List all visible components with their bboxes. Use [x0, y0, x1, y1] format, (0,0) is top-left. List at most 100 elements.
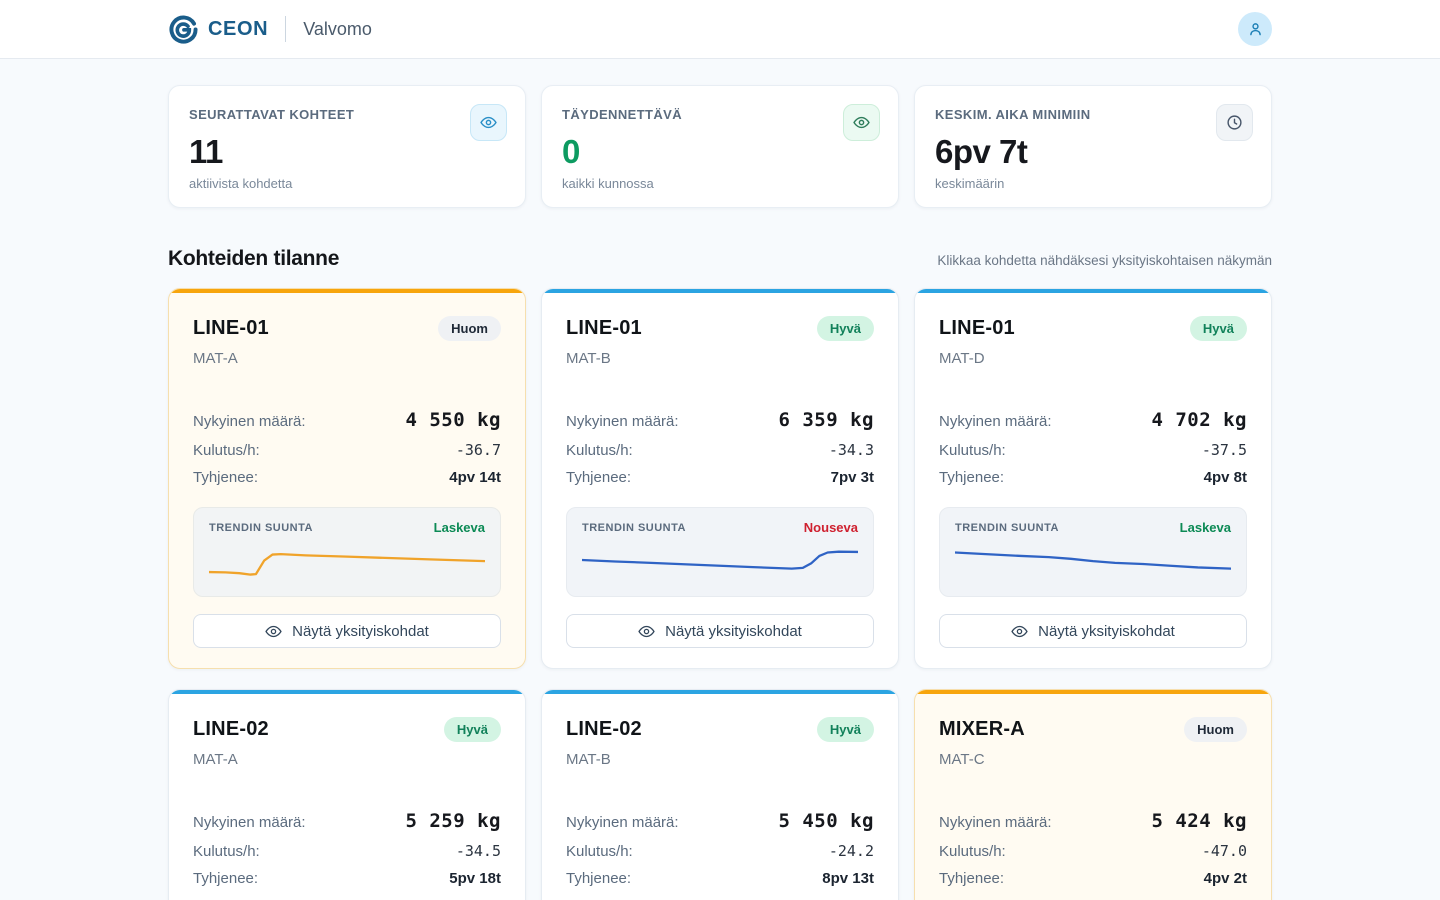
empties-value: 4pv 8t — [1203, 469, 1247, 486]
clock-icon-button[interactable] — [1216, 104, 1253, 141]
row-label: Kulutus/h: — [193, 442, 260, 459]
summary-card-keskim-aika: KESKIM. AIKA MINIMIIN 6pv 7t keskimäärin — [914, 85, 1272, 208]
row-current-amount: Nykyinen määrä: 6 359 kg — [566, 404, 874, 436]
amount-value: 5 450 kg — [778, 810, 874, 832]
target-card-line02-mat-b[interactable]: LINE-02 Hyvä MAT-B Nykyinen määrä: 5 450… — [541, 689, 899, 900]
user-icon — [1246, 20, 1265, 39]
row-consumption: Kulutus/h: -37.5 — [939, 436, 1247, 464]
consumption-value: -37.5 — [1201, 441, 1247, 459]
show-details-button[interactable]: Näytä yksityiskohdat — [939, 614, 1247, 648]
card-material: MAT-B — [566, 751, 611, 768]
amount-value: 4 702 kg — [1151, 409, 1247, 431]
empties-value: 4pv 14t — [449, 469, 501, 486]
row-consumption: Kulutus/h: -34.3 — [566, 436, 874, 464]
empties-value: 8pv 13t — [822, 870, 874, 887]
summary-label: TÄYDENNETTÄVÄ — [562, 107, 683, 122]
row-label: Kulutus/h: — [939, 843, 1006, 860]
trend-sparkline — [209, 541, 485, 587]
header-divider — [285, 16, 287, 42]
ceon-logo-icon — [168, 14, 199, 45]
show-details-button[interactable]: Näytä yksityiskohdat — [566, 614, 874, 648]
trend-direction: Laskeva — [433, 520, 485, 535]
card-material: MAT-A — [193, 350, 238, 367]
row-empties: Tyhjenee: 7pv 3t — [566, 464, 874, 492]
consumption-value: -34.3 — [828, 441, 874, 459]
eye-icon — [265, 623, 282, 640]
summary-cards: SEURATTAVAT KOHTEET 11 aktiivista kohdet… — [168, 85, 1272, 208]
row-label: Tyhjenee: — [939, 469, 1005, 486]
row-label: Kulutus/h: — [566, 442, 633, 459]
row-consumption: Kulutus/h: -34.5 — [193, 837, 501, 865]
card-material: MAT-B — [566, 350, 611, 367]
eye-icon — [638, 623, 655, 640]
card-title: MIXER-A — [939, 718, 1025, 740]
row-current-amount: Nykyinen määrä: 5 450 kg — [566, 805, 874, 837]
show-details-button[interactable]: Näytä yksityiskohdat — [193, 614, 501, 648]
target-card-line01-mat-a[interactable]: LINE-01 Huom MAT-A Nykyinen määrä: 4 550… — [168, 288, 526, 669]
summary-subtext: aktiivista kohdetta — [189, 176, 293, 191]
trend-box: TRENDIN SUUNTA Laskeva — [193, 507, 501, 597]
row-label: Tyhjenee: — [566, 870, 632, 887]
empties-value: 7pv 3t — [830, 469, 874, 486]
amount-value: 4 550 kg — [405, 409, 501, 431]
summary-label: SEURATTAVAT KOHTEET — [189, 107, 355, 122]
row-label: Tyhjenee: — [193, 870, 259, 887]
row-consumption: Kulutus/h: -36.7 — [193, 436, 501, 464]
target-card-line01-mat-d[interactable]: LINE-01 Hyvä MAT-D Nykyinen määrä: 4 702… — [914, 288, 1272, 669]
row-label: Kulutus/h: — [193, 843, 260, 860]
card-material: MAT-D — [939, 350, 985, 367]
trend-box: TRENDIN SUUNTA Nouseva — [566, 507, 874, 597]
row-label: Nykyinen määrä: — [566, 413, 679, 430]
user-avatar-button[interactable] — [1238, 12, 1272, 46]
trend-title: TRENDIN SUUNTA — [955, 521, 1059, 534]
eye-icon-button[interactable] — [843, 104, 880, 141]
card-title: LINE-01 — [193, 317, 269, 339]
trend-direction: Nouseva — [803, 520, 858, 535]
status-topbar — [169, 690, 525, 694]
status-topbar — [169, 289, 525, 293]
row-empties: Tyhjenee: 4pv 2t — [939, 865, 1247, 893]
amount-value: 5 424 kg — [1151, 810, 1247, 832]
eye-icon — [853, 114, 870, 131]
row-label: Tyhjenee: — [939, 870, 1005, 887]
row-label: Nykyinen määrä: — [193, 814, 306, 831]
row-label: Tyhjenee: — [193, 469, 259, 486]
trend-box: TRENDIN SUUNTA Laskeva — [939, 507, 1247, 597]
row-empties: Tyhjenee: 4pv 14t — [193, 464, 501, 492]
show-details-label: Näytä yksityiskohdat — [1038, 622, 1175, 640]
status-topbar — [542, 690, 898, 694]
eye-icon-button[interactable] — [470, 104, 507, 141]
card-title: LINE-02 — [566, 718, 642, 740]
row-empties: Tyhjenee: 8pv 13t — [566, 865, 874, 893]
row-current-amount: Nykyinen määrä: 4 702 kg — [939, 404, 1247, 436]
clock-icon — [1226, 114, 1243, 131]
target-card-line02-mat-a[interactable]: LINE-02 Hyvä MAT-A Nykyinen määrä: 5 259… — [168, 689, 526, 900]
status-badge: Hyvä — [816, 316, 874, 341]
row-label: Nykyinen määrä: — [193, 413, 306, 430]
summary-label: KESKIM. AIKA MINIMIIN — [935, 107, 1091, 122]
summary-value: 11 — [189, 133, 223, 170]
row-consumption: Kulutus/h: -24.2 — [566, 837, 874, 865]
consumption-value: -47.0 — [1201, 842, 1247, 860]
show-details-label: Näytä yksityiskohdat — [292, 622, 429, 640]
empties-value: 5pv 18t — [449, 870, 501, 887]
row-label: Nykyinen määrä: — [566, 814, 679, 831]
trend-sparkline — [955, 541, 1231, 587]
brand-name: CEON — [208, 17, 269, 40]
target-card-line01-mat-b[interactable]: LINE-01 Hyvä MAT-B Nykyinen määrä: 6 359… — [541, 288, 899, 669]
summary-value: 6pv 7t — [935, 133, 1028, 170]
consumption-value: -36.7 — [455, 441, 501, 459]
eye-icon — [480, 114, 497, 131]
row-empties: Tyhjenee: 4pv 8t — [939, 464, 1247, 492]
row-current-amount: Nykyinen määrä: 4 550 kg — [193, 404, 501, 436]
card-title: LINE-01 — [566, 317, 642, 339]
trend-sparkline — [582, 541, 858, 587]
section-hint: Klikkaa kohdetta nähdäksesi yksityiskoht… — [937, 253, 1272, 268]
target-card-mixer-a-mat-c[interactable]: MIXER-A Huom MAT-C Nykyinen määrä: 5 424… — [914, 689, 1272, 900]
summary-subtext: kaikki kunnossa — [562, 176, 654, 191]
row-label: Nykyinen määrä: — [939, 814, 1052, 831]
status-topbar — [915, 690, 1271, 694]
consumption-value: -24.2 — [828, 842, 874, 860]
brand-logo: CEON — [168, 14, 268, 45]
trend-direction: Laskeva — [1179, 520, 1231, 535]
